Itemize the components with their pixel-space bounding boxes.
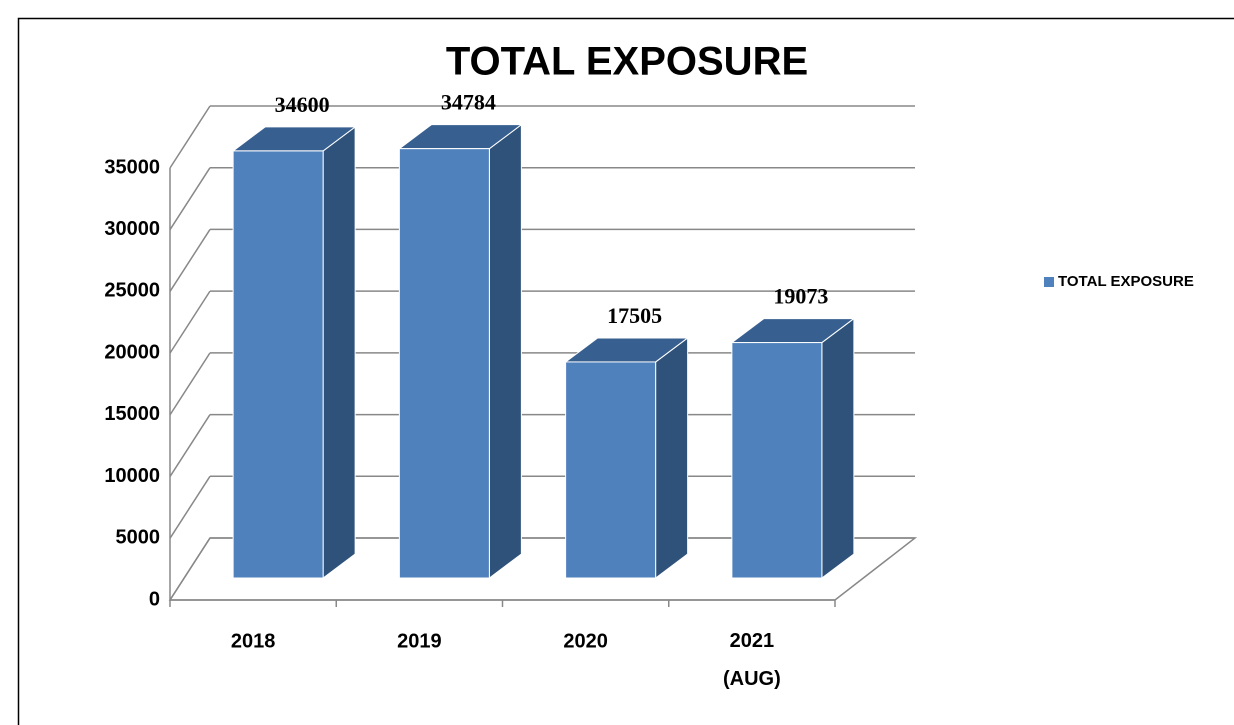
y-tick-label: 35000: [104, 156, 160, 178]
grid-line-side: [169, 229, 211, 292]
x-tick-label: 2020: [563, 630, 608, 652]
bar: [398, 148, 490, 579]
bar: [232, 150, 324, 579]
value-label: 19073: [773, 284, 828, 309]
bar-side: [821, 317, 855, 579]
grid-line-side: [169, 290, 211, 354]
x-tick-label: 2021 (AUG): [723, 630, 781, 690]
chart-title: TOTAL EXPOSURE: [446, 40, 808, 84]
value-label: 17505: [607, 303, 662, 328]
y-tick-label: 5000: [116, 527, 161, 549]
bar-side: [655, 336, 689, 579]
y-tick-label: 0: [149, 588, 160, 610]
legend-label: TOTAL EXPOSURE: [1058, 273, 1194, 290]
grid-line-side: [169, 537, 211, 601]
grid-line-side: [169, 105, 211, 169]
y-tick-label: 25000: [104, 280, 160, 302]
grid-line-side: [169, 475, 211, 539]
x-tick-label: 2019: [397, 630, 442, 652]
y-tick-label: 20000: [104, 341, 160, 363]
bar-side: [488, 123, 522, 579]
y-tick-label: 15000: [104, 403, 160, 425]
bar: [731, 342, 823, 579]
y-tick-label: 30000: [104, 218, 160, 240]
value-label: 34784: [441, 90, 496, 115]
grid-line-side: [169, 414, 211, 477]
grid-line-side: [169, 352, 211, 416]
bar-side: [322, 125, 356, 579]
value-label: 34600: [275, 92, 330, 117]
bar: [565, 361, 657, 579]
legend-swatch: [1044, 277, 1054, 287]
x-tick-label: 2018: [231, 630, 276, 652]
grid-line-side: [169, 167, 211, 231]
y-tick-label: 10000: [104, 465, 160, 487]
